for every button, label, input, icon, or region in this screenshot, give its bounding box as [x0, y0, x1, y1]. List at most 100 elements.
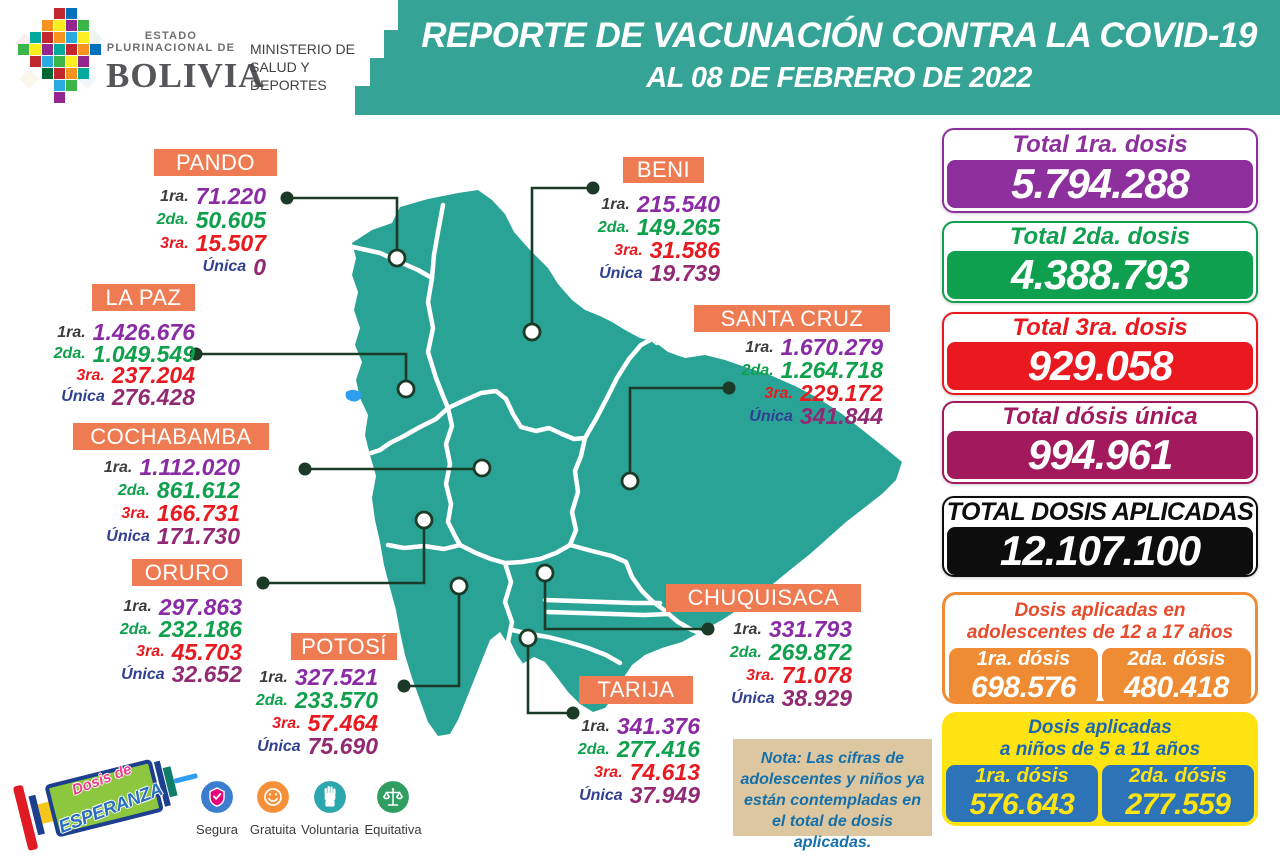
- dose-label: 3ra.: [764, 384, 793, 402]
- dose-label: 2da.: [597, 218, 630, 236]
- children-first-dose-cell: 1ra. dósis 576.643: [946, 764, 1098, 822]
- dose-label: 1ra.: [57, 323, 86, 341]
- stat-row: Única 38.929: [731, 687, 852, 710]
- stat-row: 1ra. 215.540: [601, 193, 720, 216]
- dose-label: Única: [749, 407, 793, 425]
- body-canvas: [0, 115, 1280, 847]
- dept-label-la-paz: LA PAZ: [92, 284, 195, 311]
- children-card-title: Dosis aplicadas a niños de 5 a 11 años: [942, 712, 1258, 765]
- stat-row: 3ra. 71.078: [746, 664, 852, 687]
- dose-label: 3ra.: [76, 366, 105, 384]
- note-box: Nota: Las cifras de adolescentes y niños…: [733, 739, 932, 851]
- total-card-value: 4.388.793: [947, 251, 1253, 299]
- adolescents-card-title: Dosis aplicadas en adolescentes de 12 a …: [945, 595, 1255, 648]
- icon-label: Segura: [196, 822, 238, 837]
- report-title: REPORTE DE VACUNACIÓN CONTRA LA COVID-19…: [398, 0, 1280, 115]
- dose-value: 341.376: [616, 713, 700, 739]
- stat-row: 3ra. 31.586: [614, 239, 720, 262]
- icon-label: Equitativa: [364, 822, 422, 837]
- dept-label-oruro: ORURO: [132, 559, 242, 586]
- value-segura: Segura: [185, 778, 249, 837]
- stat-row: Única 19.739: [599, 262, 720, 285]
- connector-lines: [196, 186, 729, 715]
- stat-row: 1ra. 327.521: [259, 666, 378, 689]
- stat-row: Única 75.690: [257, 735, 378, 758]
- balance-scale-icon: [374, 778, 412, 816]
- stat-row: Única 0: [203, 255, 266, 280]
- dept-label-potosi: POTOSÍ: [291, 633, 397, 660]
- children-card: Dosis aplicadas a niños de 5 a 11 años 1…: [942, 712, 1258, 826]
- stat-row: 2da. 1.264.718: [742, 359, 883, 382]
- dose-label: 1ra.: [160, 187, 189, 205]
- dose-label: 3ra.: [746, 666, 775, 684]
- stat-row: 1ra. 341.376: [581, 715, 700, 738]
- dose-value: 480.418: [1124, 670, 1229, 704]
- dose-value: 1.112.020: [139, 454, 240, 480]
- dose-value: 71.078: [781, 662, 852, 688]
- dose-label: 2da.: [577, 740, 610, 758]
- dept-label-cochabamba: COCHABAMBA: [73, 423, 269, 450]
- total-card-title: Total 1ra. dosis: [1012, 131, 1188, 158]
- title-line: Dosis aplicadas en: [1014, 600, 1186, 621]
- adolescents-card-body: 1ra. dósis 698.576 2da. dósis 480.418: [945, 647, 1255, 704]
- shield-check-icon: [198, 778, 236, 816]
- stat-row: 2da. 233.570: [256, 689, 378, 712]
- dose-value: 149.265: [636, 214, 720, 240]
- dose-value: 71.220: [195, 183, 266, 210]
- dose-label: 3ra.: [136, 643, 165, 661]
- dose-label: 1ra.: [259, 668, 288, 686]
- stat-row: 3ra. 229.172: [764, 382, 883, 405]
- stat-row: 3ra. 237.204: [76, 364, 195, 387]
- dept-stats-oruro: 1ra. 297.863 2da. 232.186 3ra. 45.703 Única…: [120, 593, 242, 686]
- dose-label: 2da.: [729, 643, 762, 661]
- dept-label-tarija: TARIJA: [579, 676, 693, 704]
- stat-row: 3ra. 15.507: [160, 232, 266, 256]
- dose-label: 3ra.: [594, 763, 623, 781]
- dose-value: 74.613: [629, 759, 700, 785]
- dose-label: Única: [257, 737, 301, 755]
- stat-row: Única 341.844: [749, 405, 883, 428]
- logo-wordmark: ESTADO PLURINACIONAL DE BOLIVIA: [106, 30, 265, 96]
- stat-row: 2da. 861.612: [118, 479, 240, 502]
- dose-value: 297.863: [158, 593, 242, 620]
- dept-label-beni: BENI: [623, 157, 704, 183]
- total-card-title: Total 3ra. dosis: [1012, 314, 1188, 341]
- icon-label: Voluntaria: [301, 822, 359, 837]
- dept-stats-cochabamba: 1ra. 1.112.020 2da. 861.612 3ra. 166.731 Ún…: [104, 456, 240, 548]
- connector-label-dots: [189, 181, 736, 720]
- dose-label: 1ra.: [601, 195, 630, 213]
- total-card-value: 12.107.100: [947, 527, 1253, 575]
- value-equitativa: Equitativa: [361, 778, 425, 837]
- dept-stats-potosi: 1ra. 327.521 2da. 233.570 3ra. 57.464 Única…: [256, 666, 378, 758]
- dept-stats-pando: 1ra. 71.220 2da. 50.605 3ra. 15.507 Única 0: [157, 185, 266, 279]
- adolescents-second-dose-cell: 2da. dósis 480.418: [1102, 647, 1251, 704]
- dept-stats-tarija: 1ra. 341.376 2da. 277.416 3ra. 74.613 Única…: [578, 715, 700, 807]
- note-bold: Nota:: [760, 750, 802, 767]
- map-country-shape: [352, 190, 902, 736]
- title-line-1: REPORTE DE VACUNACIÓN CONTRA LA COVID-19: [421, 16, 1257, 55]
- value-voluntaria: Voluntaria: [298, 778, 362, 837]
- children-second-dose-cell: 2da. dósis 277.559: [1102, 764, 1254, 822]
- dose-label: 1ra.: [103, 458, 133, 476]
- dose-value: 861.612: [156, 477, 240, 503]
- dose-label: 2da.: [156, 211, 189, 229]
- stat-row: 3ra. 45.703: [136, 638, 242, 665]
- bolivia-wordmark: BOLIVIA: [106, 56, 265, 95]
- stat-row: 1ra. 71.220: [160, 185, 266, 209]
- stat-row: 2da. 277.416: [578, 738, 700, 761]
- stat-row: 1ra. 1.112.020: [104, 456, 240, 479]
- stat-row: 3ra. 74.613: [594, 761, 700, 784]
- dose-value: 45.703: [171, 638, 242, 665]
- raised-hand-icon: [311, 778, 349, 816]
- dose-label: 3ra.: [614, 241, 643, 259]
- dose-value: 327.521: [294, 664, 378, 690]
- stat-row: 1ra. 297.863: [123, 593, 242, 620]
- dose-value: 15.507: [195, 230, 266, 257]
- total-card-single-dose: Total dósis única 994.961: [942, 401, 1258, 484]
- ministry-label: MINISTERIO DE SALUD Y DEPORTES: [250, 41, 356, 94]
- dose-value: 1.670.279: [780, 334, 883, 360]
- bolivia-chakana-logo: [16, 8, 103, 103]
- title-line: Dosis aplicadas: [1028, 717, 1172, 738]
- dose-value: 57.464: [307, 710, 378, 736]
- dose-value: 31.586: [649, 237, 720, 263]
